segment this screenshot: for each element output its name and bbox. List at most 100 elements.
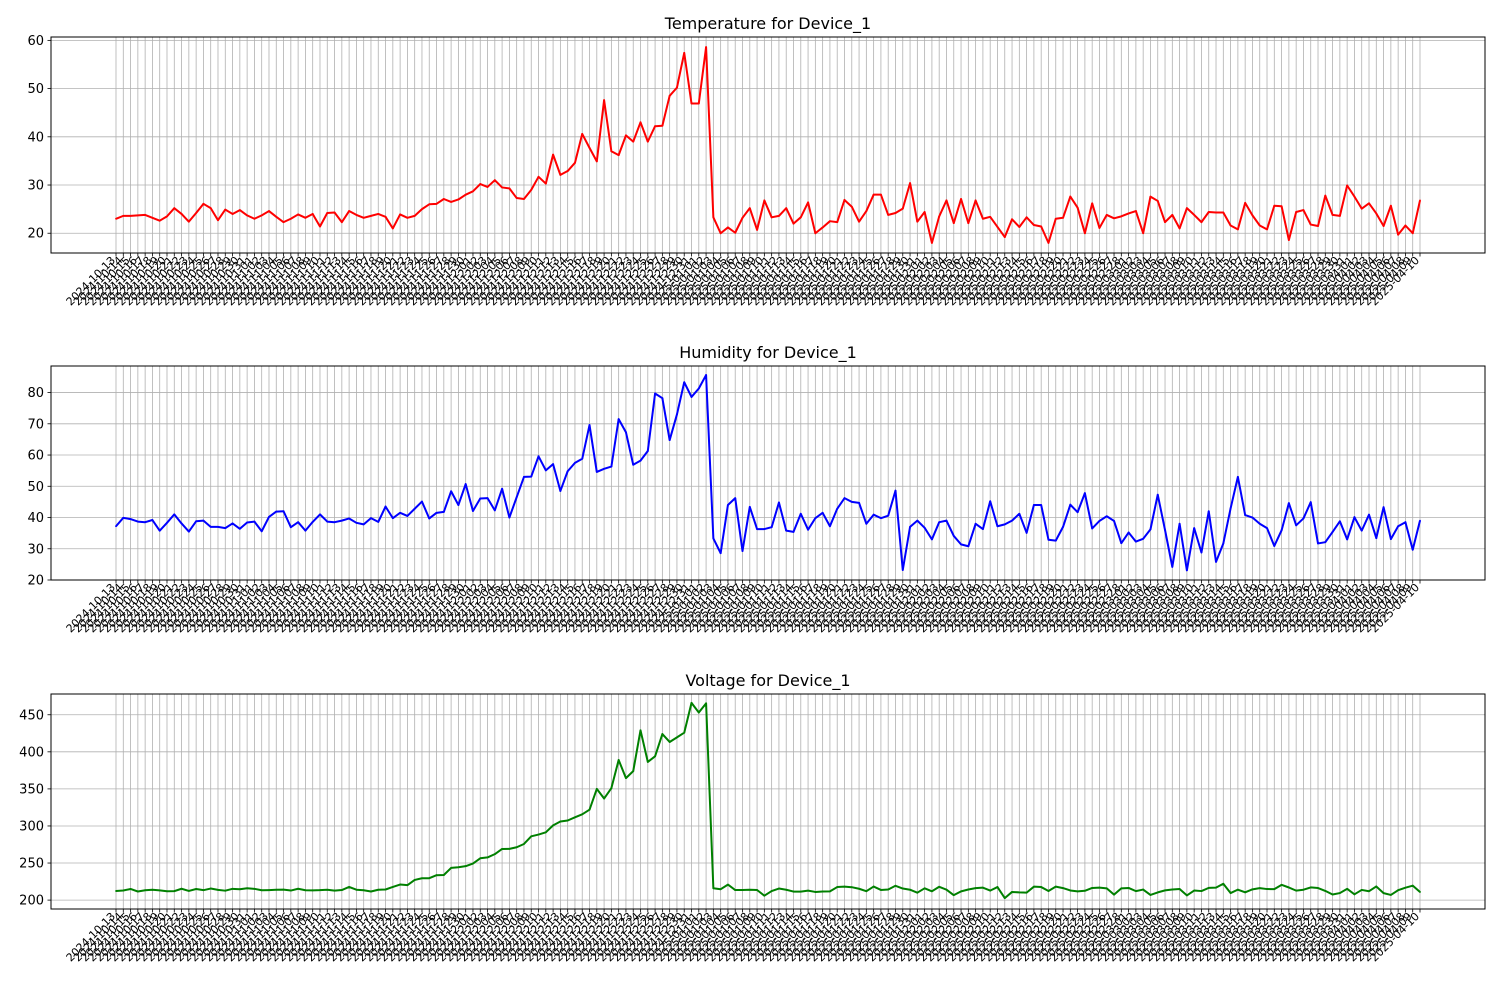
temperature-data-point [1018,226,1021,228]
temperature-y-tick-label: 40 [27,130,44,145]
voltage-data-point [1317,887,1319,889]
humidity-data-point [646,450,649,452]
voltage-data-point [814,891,817,893]
voltage-data-point [807,889,809,892]
temperature-data-point [289,217,292,220]
humidity-data-point [1346,538,1349,541]
humidity-data-point [399,511,402,514]
humidity-data-point [1040,504,1043,506]
voltage-data-point [457,866,460,869]
humidity-data-point [289,526,292,529]
humidity-y-tick-label: 70 [27,417,44,432]
voltage-data-point [1273,888,1276,891]
voltage-data-point [610,787,613,790]
voltage-data-point [158,889,161,892]
temperature-data-point [683,52,686,54]
voltage-data-point [821,890,824,893]
humidity-data-point [202,519,205,522]
temperature-data-point [217,219,219,222]
temperature-data-point [209,207,212,210]
humidity-data-point [603,467,605,470]
humidity-data-point [435,511,438,514]
humidity-data-point [472,510,474,512]
humidity-y-tick-label: 30 [27,542,44,557]
voltage-data-point [493,853,496,856]
temperature-data-point [1273,204,1276,207]
voltage-data-point [1338,892,1341,894]
humidity-data-point [778,501,780,504]
temperature-data-point [275,215,278,218]
voltage-data-point [960,890,962,893]
voltage-data-point [326,888,329,891]
voltage-grid [51,694,1485,909]
temperature-data-point [1266,228,1268,231]
humidity-data-point [668,439,671,441]
humidity-data-point [1368,513,1370,516]
humidity-data-point [756,528,758,530]
voltage-data-point [268,889,270,891]
voltage-data-point [552,824,554,827]
temperature-data-point [603,99,605,102]
humidity-data-point [1397,525,1400,528]
humidity-data-point [1076,511,1079,514]
temperature-data-point [654,125,656,128]
humidity-data-point [923,526,926,529]
humidity-data-point [676,413,678,416]
humidity-data-point [690,396,693,398]
temperature-data-point [982,217,984,220]
temperature-data-point [690,102,693,105]
temperature-data-point [1120,215,1123,218]
humidity-data-point [1411,548,1414,551]
voltage-data-point [1142,888,1145,891]
temperature-data-point [1309,223,1312,226]
humidity-data-point [566,470,569,473]
voltage-data-point [1083,889,1086,892]
voltage-data-point [1251,888,1254,891]
humidity-data-point [1302,517,1305,520]
temperature-data-point [923,211,926,213]
temperature-data-point [610,150,613,153]
temperature-data-point [712,216,715,219]
voltage-data-point [311,889,314,892]
temperature-data-point [741,216,744,219]
voltage-data-point [1389,894,1392,896]
temperature-data-point [253,217,256,220]
voltage-data-point [304,889,307,892]
voltage-data-point [1040,886,1043,888]
humidity-data-point [617,418,620,421]
temperature-data-point [377,213,380,215]
voltage-data-point [1331,893,1334,896]
voltage-data-point [486,856,489,859]
temperature-data-point [457,198,460,201]
humidity-data-point [1178,522,1181,525]
temperature-series [115,46,1421,244]
humidity-data-point [297,521,300,524]
humidity-y-axis: 20 30 40 50 60 70 80 [27,386,51,589]
voltage-data-point [1324,890,1327,892]
humidity-data-point [770,526,773,529]
voltage-data-point [406,884,409,887]
temperature-data-point [340,221,343,224]
voltage-data-point [632,770,635,773]
humidity-data-point [1375,537,1378,540]
voltage-data-point [224,889,227,892]
voltage-data-point [741,889,744,891]
voltage-data-point [180,887,183,890]
humidity-data-point [326,520,329,523]
temperature-data-point [1171,214,1174,216]
humidity-data-point [515,496,518,499]
temperature-data-point [989,215,992,218]
voltage-data-point [916,891,919,894]
temperature-data-point [355,214,358,216]
voltage-data-point [1397,889,1400,892]
temperature-y-axis: 20 30 40 50 60 [27,34,51,242]
humidity-data-point [1266,527,1268,530]
temperature-data-point [1156,200,1159,202]
temperature-data-point [967,222,970,225]
voltage-data-point [996,886,999,888]
temperature-data-point [326,212,329,214]
temperature-data-point [843,199,846,201]
humidity-chart-title: Humidity for Device_1 [679,343,857,363]
temperature-data-point [566,170,569,172]
